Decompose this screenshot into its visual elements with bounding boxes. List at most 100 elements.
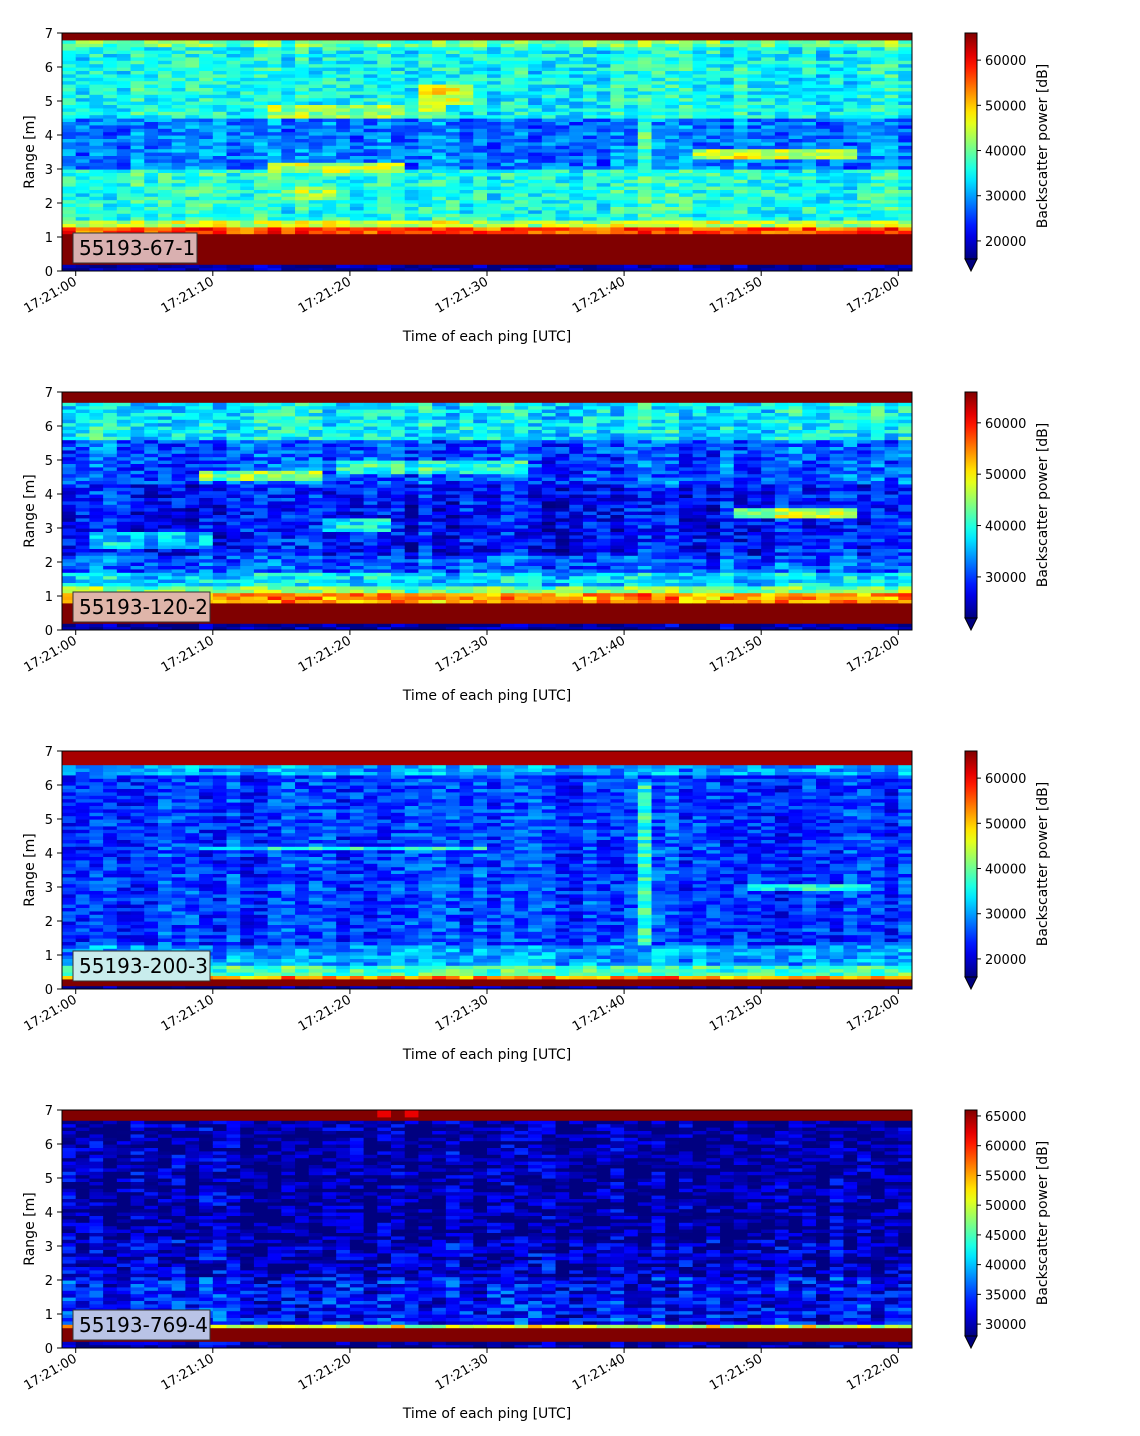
- heatmap-cell: [377, 141, 392, 146]
- heatmap-cell: [391, 70, 406, 75]
- heatmap-cell: [185, 70, 200, 75]
- heatmap-cell: [459, 264, 474, 269]
- heatmap-cell: [212, 128, 228, 133]
- heatmap-cell: [473, 267, 488, 271]
- heatmap-cell: [445, 50, 461, 54]
- heatmap-cell: [226, 172, 241, 177]
- heatmap-cell: [624, 111, 639, 116]
- heatmap-cell: [116, 582, 132, 587]
- heatmap-cell: [240, 67, 255, 71]
- heatmap-cell: [788, 131, 803, 136]
- heatmap-cell: [624, 209, 639, 214]
- heatmap-cell: [336, 247, 351, 252]
- heatmap-cell: [308, 148, 324, 153]
- heatmap-cell: [240, 169, 255, 173]
- heatmap-cell: [404, 135, 420, 139]
- heatmap-cell: [281, 84, 296, 88]
- heatmap-cell: [898, 240, 912, 245]
- heatmap-cell: [75, 56, 91, 61]
- heatmap-cell: [157, 77, 173, 82]
- heatmap-cell: [747, 189, 762, 194]
- heatmap-cell: [322, 131, 337, 136]
- heatmap-cell: [706, 67, 721, 71]
- heatmap-cell: [514, 56, 529, 61]
- heatmap-cell: [582, 107, 598, 112]
- heatmap-cell: [747, 87, 762, 92]
- heatmap-cell: [898, 243, 912, 248]
- heatmap-cell: [596, 107, 611, 112]
- heatmap-cell: [363, 260, 378, 265]
- heatmap-cell: [418, 107, 433, 112]
- heatmap-cell: [322, 158, 337, 163]
- heatmap-cell: [514, 135, 529, 139]
- heatmap-cell: [898, 152, 912, 156]
- heatmap-cell: [171, 33, 186, 37]
- heatmap-cell: [678, 152, 694, 156]
- heatmap-cell: [706, 111, 721, 116]
- heatmap-cell: [459, 111, 474, 116]
- heatmap-cell: [295, 67, 310, 71]
- heatmap-cell: [144, 548, 159, 553]
- heatmap-cell: [870, 233, 886, 238]
- heatmap-cell: [733, 267, 749, 271]
- heatmap-cell: [582, 118, 598, 122]
- heatmap-cell: [116, 162, 132, 167]
- heatmap-cell: [130, 97, 145, 102]
- heatmap-cell: [171, 186, 186, 190]
- heatmap-cell: [103, 206, 118, 211]
- heatmap-cell: [802, 101, 817, 105]
- heatmap-cell: [62, 480, 77, 485]
- heatmap-cell: [843, 220, 858, 224]
- heatmap-cell: [487, 206, 502, 211]
- heatmap-cell: [363, 94, 378, 99]
- heatmap-cell: [75, 551, 91, 556]
- heatmap-cell: [130, 128, 145, 133]
- heatmap-cell: [226, 250, 241, 255]
- heatmap-cell: [541, 124, 557, 129]
- heatmap-cell: [692, 186, 707, 190]
- heatmap-cell: [843, 101, 858, 105]
- heatmap-cell: [212, 131, 228, 136]
- heatmap-cell: [185, 87, 200, 92]
- heatmap-cell: [445, 131, 461, 136]
- heatmap-cell: [651, 237, 666, 241]
- heatmap-cell: [802, 196, 817, 201]
- heatmap-cell: [802, 203, 817, 207]
- heatmap-cell: [720, 192, 735, 197]
- heatmap-cell: [377, 77, 392, 82]
- heatmap-cell: [391, 111, 406, 116]
- heatmap-cell: [89, 534, 104, 539]
- heatmap-cell: [171, 118, 186, 122]
- heatmap-cell: [130, 192, 145, 197]
- heatmap-cell: [884, 67, 899, 71]
- heatmap-cell: [610, 223, 625, 228]
- heatmap-cell: [62, 216, 77, 221]
- heatmap-cell: [720, 199, 735, 204]
- heatmap-cell: [336, 175, 351, 180]
- heatmap-cell: [185, 206, 200, 211]
- heatmap-cell: [336, 111, 351, 116]
- heatmap-cell: [500, 114, 516, 119]
- heatmap-cell: [816, 243, 831, 248]
- heatmap-cell: [473, 46, 488, 51]
- heatmap-cell: [295, 213, 310, 218]
- heatmap-cell: [212, 138, 228, 143]
- heatmap-cell: [624, 169, 639, 173]
- heatmap-cell: [157, 443, 173, 447]
- heatmap-cell: [62, 121, 77, 126]
- heatmap-cell: [157, 36, 173, 41]
- heatmap-cell: [226, 175, 241, 180]
- heatmap-cell: [487, 56, 502, 61]
- heatmap-cell: [528, 179, 543, 184]
- heatmap-cell: [281, 257, 296, 262]
- heatmap-cell: [720, 169, 735, 173]
- heatmap-cell: [89, 267, 104, 271]
- heatmap-cell: [843, 70, 858, 75]
- heatmap-cell: [130, 63, 145, 68]
- heatmap-cell: [377, 118, 392, 122]
- heatmap-cell: [404, 155, 420, 160]
- heatmap-cell: [391, 230, 406, 235]
- heatmap-cell: [500, 267, 516, 271]
- heatmap-cell: [870, 213, 886, 218]
- heatmap-cell: [144, 623, 159, 628]
